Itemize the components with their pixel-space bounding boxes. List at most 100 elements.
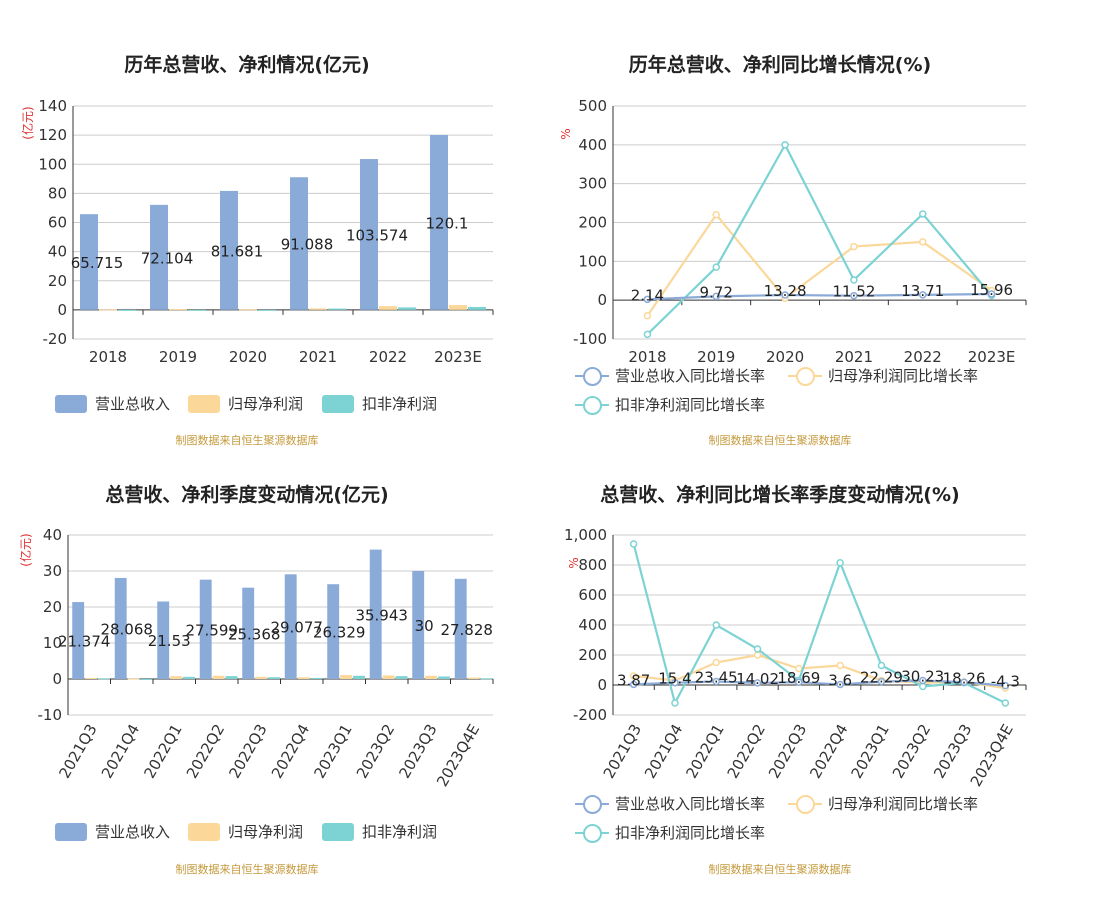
legend-item-net-profit-growth[interactable]: 归母净利润同比增长率 — [788, 365, 978, 386]
legend-item-net-profit-growth[interactable]: 归母净利润同比增长率 — [788, 793, 978, 814]
x-tick-label: 2022 — [904, 348, 942, 366]
legend-swatch-revenue-growth — [575, 366, 609, 386]
data-label: 27.828 — [440, 621, 493, 639]
legend-swatch-revenue — [55, 394, 87, 413]
y-tick-label: 30 — [43, 562, 62, 580]
bar-net-profit — [99, 309, 117, 311]
legend-label: 归母净利润同比增长率 — [828, 367, 979, 385]
series-line-net-profit — [646, 212, 993, 317]
point-deducted-profit — [877, 661, 886, 670]
y-unit-label: % — [559, 128, 573, 139]
bar-deducted-profit — [468, 306, 486, 310]
legend-item-revenue-growth[interactable]: 营业总收入同比增长率 — [575, 365, 765, 386]
y-tick-label: 80 — [48, 184, 67, 202]
point-revenue — [781, 291, 789, 299]
x-tick-label: 2023Q3 — [930, 721, 975, 782]
data-label: 72.104 — [141, 249, 194, 267]
legend-item-deducted-profit[interactable]: 扣非净利润 — [322, 821, 437, 842]
legend-item-deducted-profit[interactable]: 扣非净利润 — [322, 393, 437, 414]
x-tick-label: 2021Q3 — [600, 721, 645, 782]
bar-net-profit — [255, 676, 268, 679]
legend-item-deducted-profit-growth[interactable]: 扣非净利润同比增长率 — [575, 822, 765, 843]
bar-revenue — [157, 601, 170, 679]
bar-deducted-profit — [438, 676, 450, 679]
y-tick-label: 0 — [597, 291, 607, 309]
legend-item-revenue[interactable]: 营业总收入 — [55, 393, 170, 414]
bar-revenue — [114, 577, 127, 679]
bar-deducted-profit — [188, 309, 206, 311]
y-tick-label: 40 — [43, 526, 62, 544]
point-net-profit — [836, 661, 844, 670]
bar-deducted-profit — [268, 677, 280, 679]
bar-net-profit — [297, 677, 310, 679]
bar-net-profit — [449, 305, 467, 310]
x-tick-label: 2023E — [434, 348, 482, 366]
x-tick-label: 2023Q1 — [848, 721, 893, 782]
legend-item-revenue-growth[interactable]: 营业总收入同比增长率 — [575, 793, 765, 814]
legend-label: 归母净利润同比增长率 — [828, 795, 979, 813]
data-label: 81.681 — [211, 242, 264, 260]
bar-revenue — [412, 571, 425, 679]
y-tick-label: 100 — [38, 155, 67, 173]
x-tick-label: 2022Q4 — [806, 721, 851, 782]
bar-net-profit — [382, 675, 395, 679]
data-label: 18.26 — [943, 669, 986, 687]
bar-deducted-profit — [225, 676, 238, 679]
point-deducted-profit — [919, 210, 927, 218]
chart-title-annual-growth: 历年总营收、净利同比增长情况(%) — [628, 54, 932, 76]
series-line-revenue — [647, 292, 992, 301]
y-tick-label: 40 — [48, 243, 67, 261]
x-tick-label: 2019 — [159, 348, 197, 366]
bar-deducted-profit — [98, 678, 110, 680]
bar-revenue — [430, 134, 448, 310]
point-revenue — [919, 676, 927, 685]
x-tick-label: 2021 — [835, 348, 873, 366]
y-tick-label: -100 — [573, 330, 607, 348]
chart-title-quarterly-amount: 总营收、净利季度变动情况(亿元) — [105, 484, 389, 506]
data-label: 15.96 — [970, 281, 1013, 299]
data-label: 22.29 — [860, 669, 903, 687]
x-tick-label: 2022Q3 — [765, 721, 810, 782]
bar-deducted-profit — [140, 679, 153, 680]
bar-revenue — [284, 574, 297, 679]
legend-item-net-profit[interactable]: 归母净利润 — [188, 821, 303, 842]
legend-item-net-profit[interactable]: 归母净利润 — [188, 393, 303, 414]
point-revenue — [960, 678, 968, 687]
x-tick-label: 2018 — [628, 348, 666, 366]
legend-swatch-net-profit — [188, 394, 220, 413]
point-deducted-profit — [671, 699, 679, 707]
data-label: 14.02 — [736, 670, 779, 688]
bar-deducted-profit — [310, 677, 323, 679]
data-label: 11.52 — [832, 283, 875, 301]
legend-item-deducted-profit-growth[interactable]: 扣非净利润同比增长率 — [575, 394, 765, 415]
bar-revenue — [454, 578, 467, 679]
point-net-profit — [629, 672, 638, 680]
data-label: 18.69 — [777, 669, 820, 687]
bar-deducted-profit — [118, 309, 136, 311]
legend-swatch-deducted-profit-growth — [575, 395, 609, 415]
bar-deducted-profit — [395, 676, 408, 679]
x-tick-label: 2023E — [968, 348, 1016, 366]
point-deducted-profit — [836, 559, 844, 567]
legend-swatch-revenue-growth — [575, 794, 609, 814]
y-tick-label: 200 — [578, 646, 607, 664]
bar-revenue — [360, 159, 378, 310]
bar-net-profit — [340, 675, 353, 679]
legend-label: 扣非净利润 — [362, 823, 438, 841]
legend-item-revenue[interactable]: 营业总收入 — [55, 821, 170, 842]
point-net-profit — [753, 651, 762, 659]
source-note: 制图数据来自恒生聚源数据库 — [708, 863, 852, 876]
bar-deducted-profit — [258, 309, 276, 311]
data-label: 27.599 — [185, 621, 238, 639]
y-unit-label: % — [567, 557, 581, 568]
y-tick-label: -200 — [573, 706, 607, 724]
data-label: 65.715 — [71, 254, 124, 272]
x-tick-label: 2022 — [369, 348, 407, 366]
point-deducted-profit — [850, 276, 858, 284]
data-label: 30.23 — [901, 667, 944, 685]
bar-net-profit — [309, 308, 327, 310]
x-tick-label: 2023Q2 — [889, 721, 934, 782]
legend-label: 扣非净利润同比增长率 — [615, 824, 766, 842]
